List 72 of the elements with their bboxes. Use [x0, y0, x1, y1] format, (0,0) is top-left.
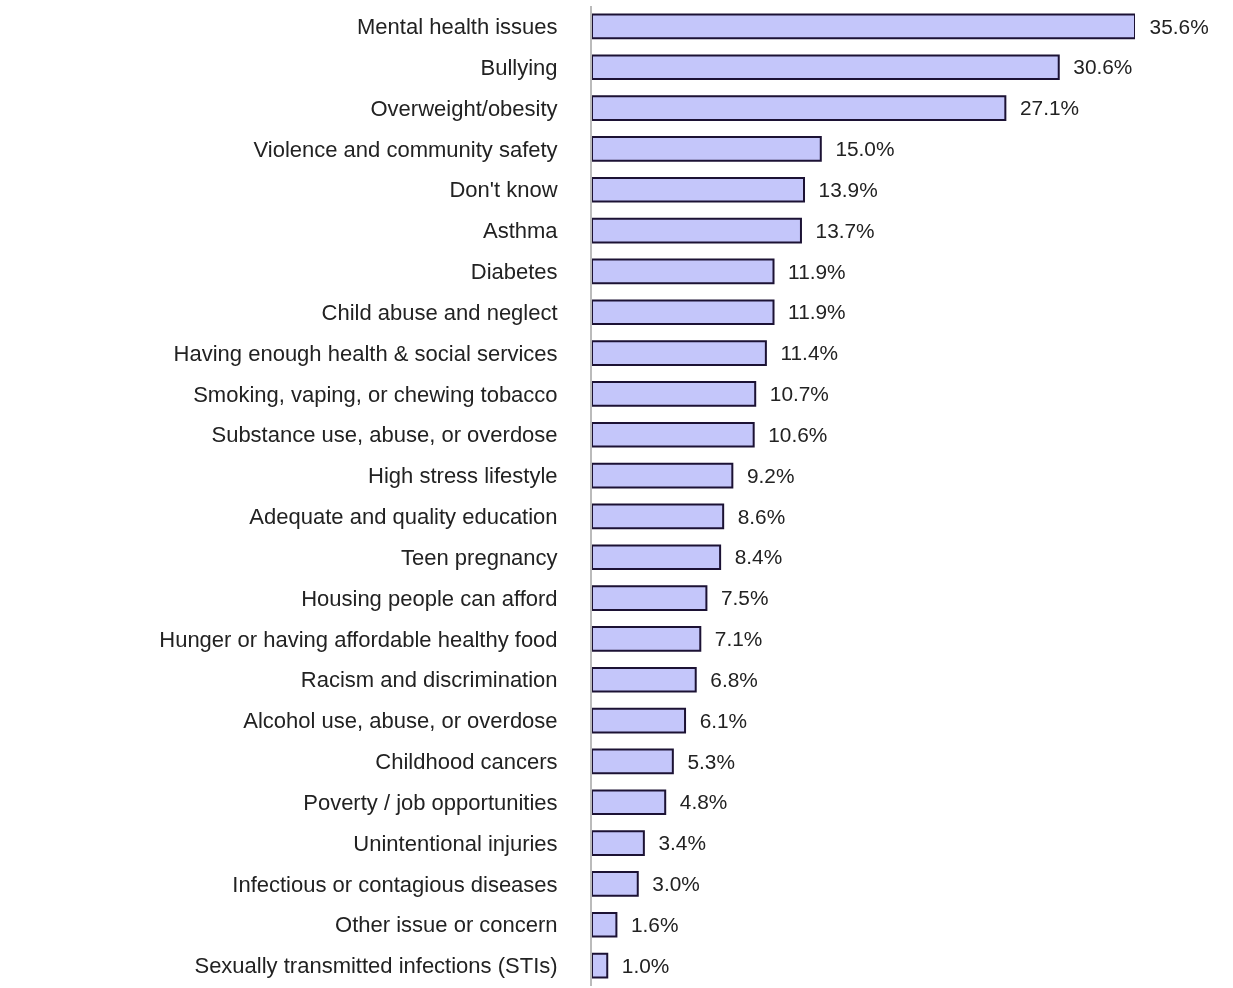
y-tick-label: Poverty / job opportunities [303, 789, 558, 815]
y-tick-label: Violence and community safety [253, 136, 558, 162]
data-label: 6.1% [688, 708, 748, 732]
y-tick-label: Racism and discrimination [300, 667, 558, 693]
data-label: 11.9% [776, 300, 846, 324]
y-tick-label: Alcohol use, abuse, or overdose [243, 708, 558, 734]
bar [592, 258, 775, 285]
bar [592, 626, 702, 652]
data-label: 30.6% [1061, 55, 1133, 79]
bar [592, 462, 734, 489]
data-label: 7.1% [703, 627, 763, 651]
y-tick-label: Child abuse and neglect [321, 299, 558, 325]
data-label: 3.0% [640, 872, 700, 896]
bar [592, 13, 1135, 40]
bar [592, 54, 1060, 81]
y-tick-label: Childhood cancers [375, 749, 558, 775]
bar [592, 176, 806, 203]
y-tick-label: Sexually transmitted infections (STIs) [194, 953, 558, 979]
bar [592, 748, 674, 775]
y-tick-label: Teen pregnancy [401, 544, 558, 570]
data-label: 1.0% [610, 953, 670, 977]
y-tick-label: Asthma [483, 218, 559, 244]
data-label: 27.1% [1008, 96, 1080, 120]
bar [592, 911, 618, 938]
bar [592, 830, 645, 856]
data-label: 6.8% [698, 667, 758, 691]
y-tick-label: Housing people can afford [301, 585, 558, 611]
y-tick-label: Infectious or contagious diseases [232, 871, 558, 897]
bar [592, 421, 755, 448]
y-tick-label: Diabetes [470, 259, 558, 285]
y-tick-label: Bullying [480, 54, 558, 80]
data-label: 4.8% [668, 790, 728, 814]
y-tick-label: Unintentional injuries [353, 830, 558, 856]
data-label: 10.6% [756, 422, 828, 446]
data-label: 35.6% [1138, 14, 1209, 38]
data-label: 13.7% [803, 218, 875, 242]
y-tick-label: Mental health issues [357, 14, 558, 40]
bar [592, 299, 775, 326]
y-tick-label: Substance use, abuse, or overdose [211, 422, 558, 448]
data-label: 10.7% [758, 382, 829, 406]
data-label: 9.2% [735, 463, 795, 487]
bar [592, 95, 1007, 121]
data-label: 1.6% [619, 912, 679, 936]
data-label: 8.4% [723, 545, 783, 569]
bar [592, 340, 767, 366]
y-tick-label: Don't know [449, 177, 558, 203]
y-tick-label: High stress lifestyle [368, 463, 558, 489]
bar [592, 503, 725, 530]
data-label: 7.5% [709, 586, 769, 610]
bar [592, 952, 609, 979]
y-tick-label: Hunger or having affordable healthy food [159, 626, 558, 652]
bar [592, 585, 708, 611]
data-label: 3.4% [646, 831, 706, 855]
y-tick-label: Other issue or concern [335, 912, 558, 938]
bar [592, 789, 667, 816]
data-label: 11.9% [776, 259, 846, 283]
bar [592, 544, 722, 571]
bar [592, 666, 697, 693]
y-tick-label: Smoking, vaping, or chewing tobacco [193, 381, 558, 407]
y-tick-label: Overweight/obesity [370, 95, 558, 121]
data-label: 5.3% [675, 749, 735, 773]
bar [592, 136, 822, 162]
bar [592, 707, 687, 734]
data-label: 11.4% [768, 341, 839, 365]
bar [592, 217, 802, 244]
data-label: 8.6% [726, 504, 786, 528]
y-tick-label: Adequate and quality education [249, 504, 558, 530]
bar [592, 871, 639, 897]
data-label: 13.9% [807, 177, 878, 201]
data-label: 15.0% [823, 137, 895, 161]
bar [592, 381, 757, 407]
y-tick-label: Having enough health & social services [173, 340, 558, 366]
